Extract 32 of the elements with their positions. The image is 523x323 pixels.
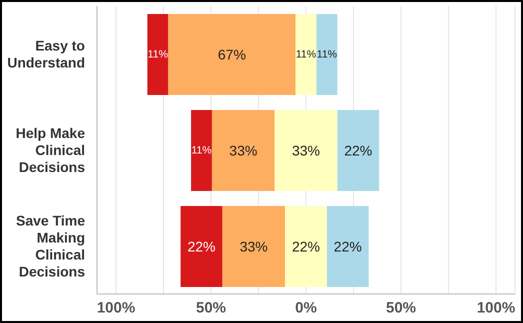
data-label: 33% [229,142,258,158]
data-label: 22% [292,238,320,254]
x-tick-label: 100% [476,300,516,317]
bar [222,206,286,287]
data-label: 11% [316,48,338,60]
x-tick-label: 0% [295,300,317,317]
y-tick-label: Save Time Making Clinical Decisions [16,212,86,280]
bar [274,110,338,191]
y-tick-label: Easy to Understand [7,38,85,70]
data-label: 22% [344,142,372,158]
bar [212,110,275,191]
y-tick-label: Help Make Clinical Decisions [16,125,86,175]
bar [337,110,380,191]
data-label: 67% [218,46,246,62]
bar [180,206,222,287]
x-tick-label: 100% [96,300,136,317]
data-label: 33% [292,142,320,158]
bar [326,206,369,287]
bar [285,206,327,287]
data-label: 11% [191,144,212,156]
data-label: 33% [240,238,268,254]
bar [316,14,338,95]
x-tick-label: 50% [386,300,416,317]
x-tick-label: 50% [196,300,226,317]
data-label: 22% [334,238,362,254]
bar [296,14,316,95]
bar [147,14,168,95]
data-label: 11% [148,48,168,60]
bar [191,110,212,191]
bar [168,14,296,95]
data-label: 11% [296,48,316,60]
data-label: 22% [187,238,216,254]
